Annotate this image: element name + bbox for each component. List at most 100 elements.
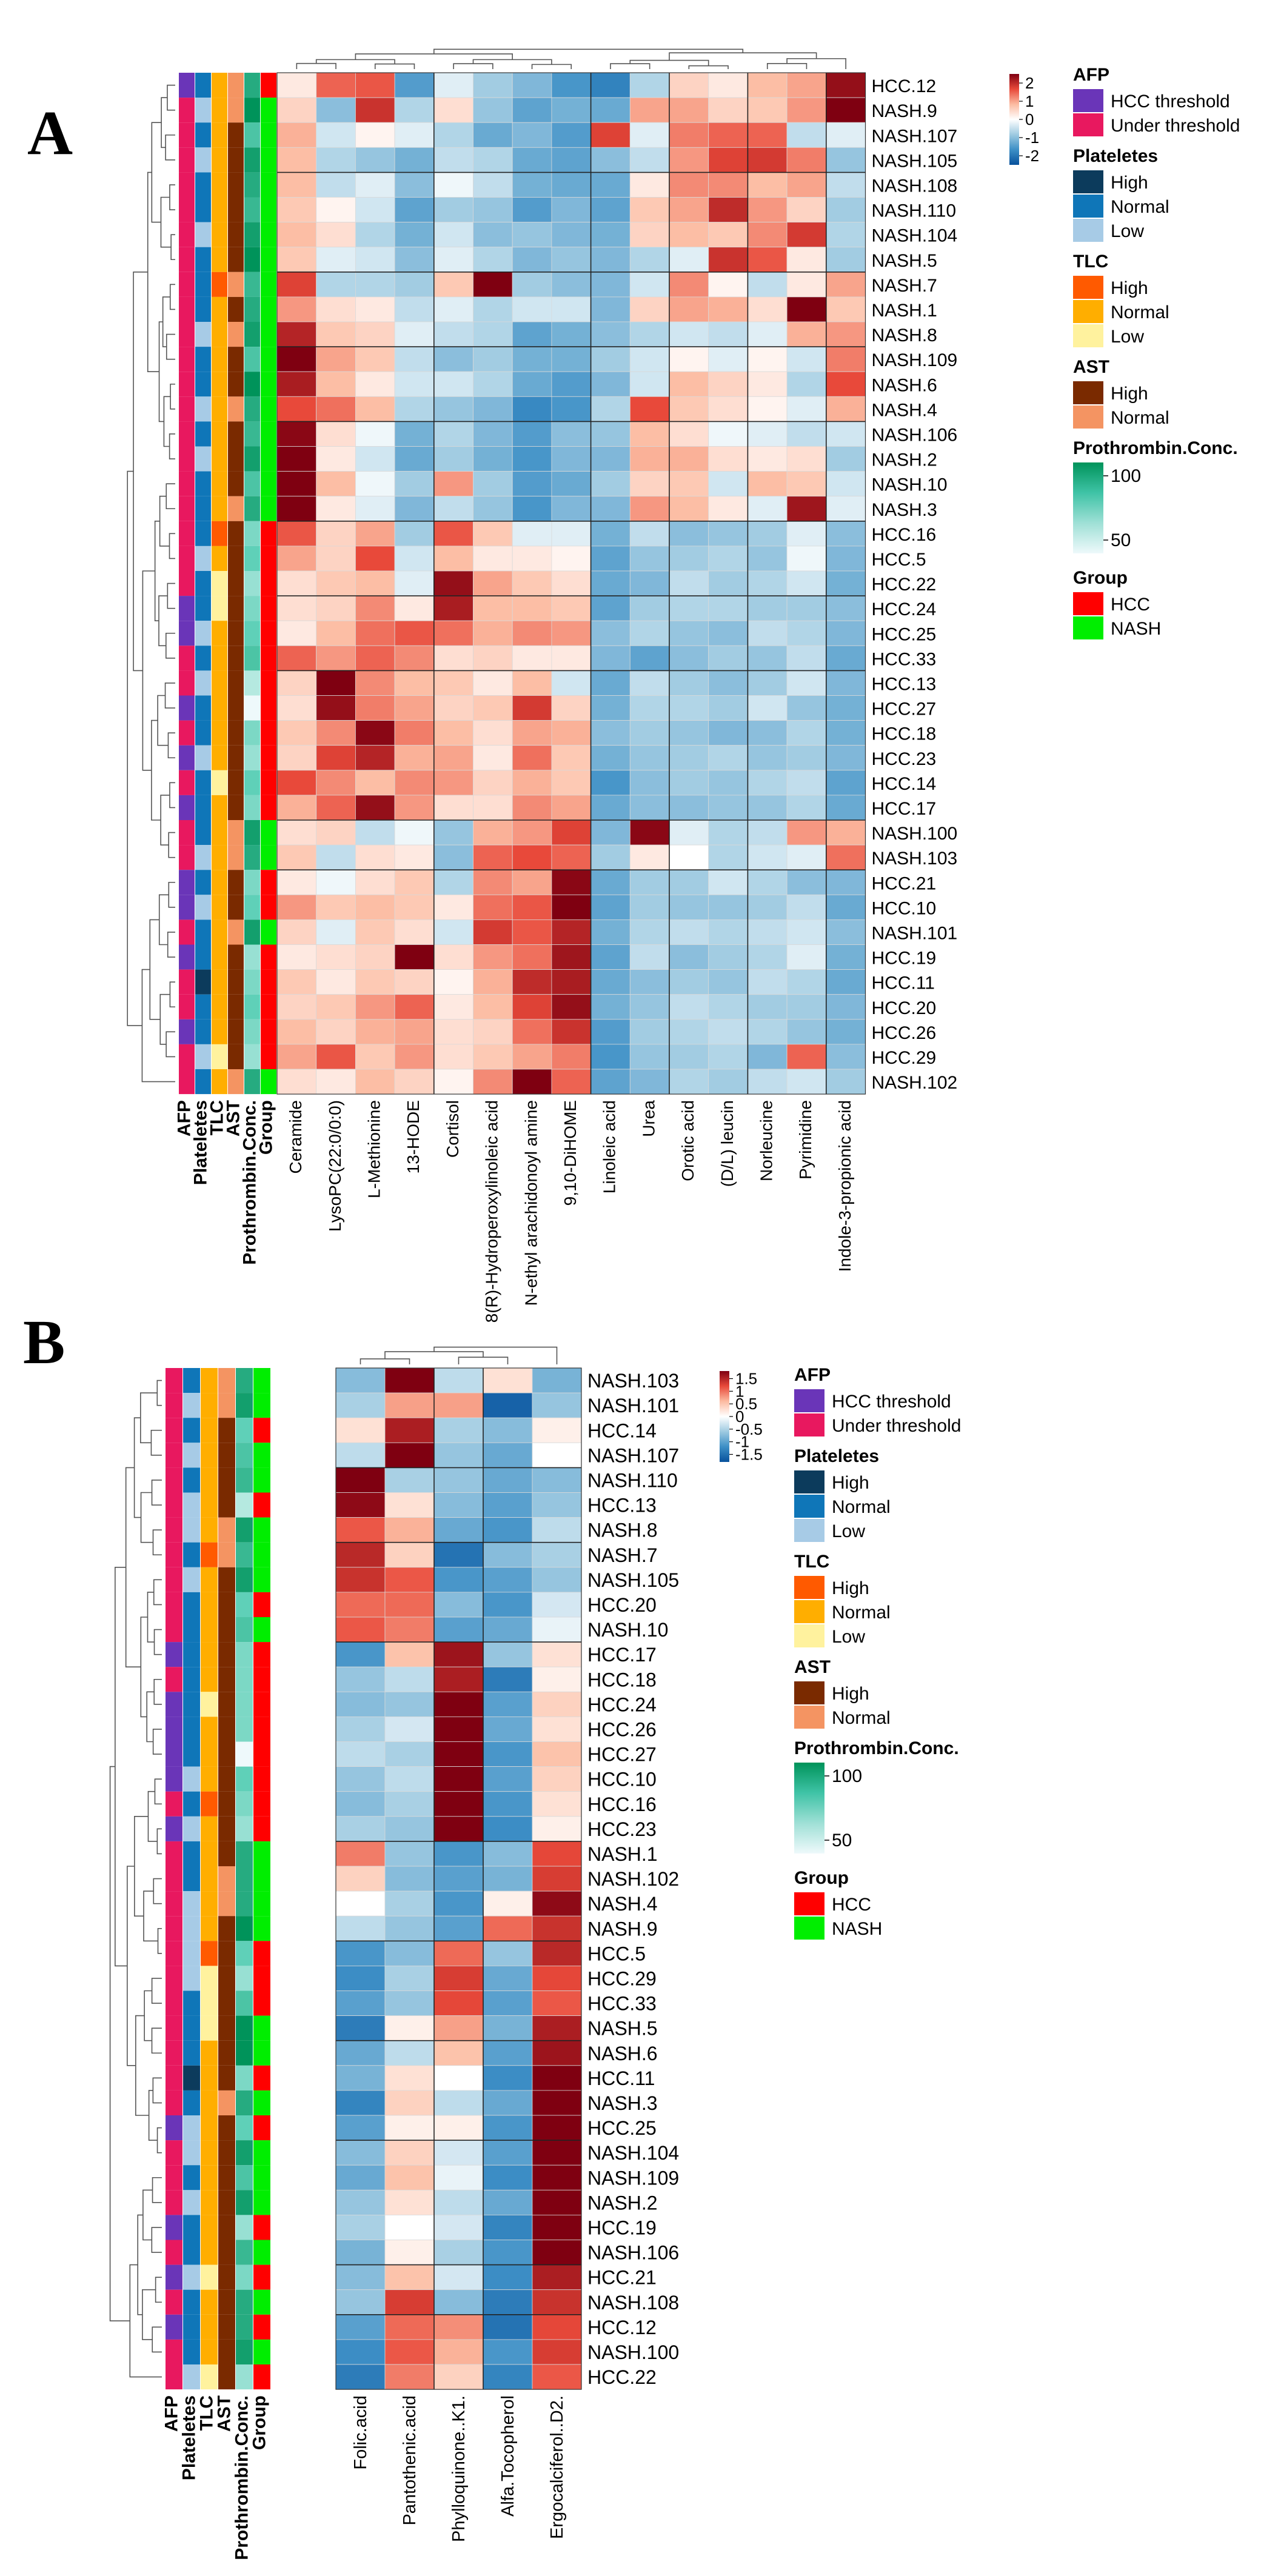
color-scale-tick-label: 1.5 (735, 1370, 757, 1388)
heatmap-cell (276, 496, 317, 522)
row-label: HCC.22 (872, 575, 937, 595)
annotation-cell-plateletes (195, 720, 211, 746)
annotation-cell-group (253, 1418, 270, 1443)
annotation-cell-group (253, 1866, 270, 1892)
annotation-cell-ast (228, 1069, 244, 1095)
heatmap-cell (532, 2314, 582, 2340)
heatmap-cell (394, 72, 435, 98)
annotation-cell-group (253, 2215, 270, 2240)
heatmap-cell (669, 296, 709, 322)
heatmap-cell (590, 770, 630, 796)
heatmap-cell (748, 770, 788, 796)
heatmap-cell (532, 2339, 582, 2365)
row-dendrogram-branch (115, 1567, 127, 1967)
color-scale-tick-label: 0 (735, 1407, 744, 1426)
row-dendrogram-branch (151, 2027, 162, 2054)
heatmap-cell (384, 2015, 435, 2041)
annotation-cell-prothrombin-conc (244, 770, 260, 795)
heatmap-cell (316, 645, 356, 671)
heatmap-cell (669, 496, 709, 522)
heatmap-cell (512, 247, 552, 273)
annotation-cell-afp (179, 571, 195, 596)
heatmap-cell (669, 869, 709, 895)
annotation-cell-afp (166, 1492, 182, 1518)
annotation-cell-group (261, 646, 276, 671)
column-label: 8(R)-Hydroperoxylinoleic acid (483, 1100, 501, 1323)
annotation-cell-plateletes (183, 2215, 200, 2240)
heatmap-cell (748, 869, 788, 895)
heatmap-cell (355, 296, 395, 322)
heatmap-cell (532, 2115, 582, 2141)
annotation-cell-group (253, 1368, 270, 1393)
heatmap-cell (394, 969, 435, 995)
annotation-cell-group (253, 1667, 270, 1692)
annotation-cell-tlc (201, 1667, 218, 1692)
heatmap-cell (483, 2040, 533, 2066)
heatmap-cell (433, 2015, 484, 2041)
heatmap-cell (394, 172, 435, 198)
annotation-cell-tlc (201, 1692, 218, 1717)
annotation-cell-afp (166, 1717, 182, 1742)
heatmap-cell (748, 222, 788, 248)
annotation-cell-ast (228, 172, 244, 198)
heatmap-cell (669, 720, 709, 746)
column-dendrogram-branch (355, 53, 513, 60)
heatmap-cell (590, 247, 630, 273)
heatmap-cell (394, 122, 435, 148)
legend-label-ast-normal: Normal (832, 1708, 891, 1728)
heatmap-cell (748, 471, 788, 497)
heatmap-cell (590, 745, 630, 771)
legend-label-plateletes-high: High (1111, 173, 1148, 193)
heatmap-cell (473, 570, 513, 596)
legend-title-afp: AFP (1073, 65, 1109, 85)
annotation-cell-plateletes (183, 1791, 200, 1817)
row-label: NASH.107 (872, 126, 958, 146)
heatmap-cell (512, 371, 552, 397)
heatmap-cell (384, 2115, 435, 2141)
heatmap-cell (512, 695, 552, 721)
heatmap-cell (786, 969, 827, 995)
heatmap-cell (532, 1766, 582, 1792)
heatmap-cell (355, 994, 395, 1020)
row-dendrogram-branch (152, 2177, 162, 2203)
heatmap-cell (483, 1691, 533, 1717)
annotation-cell-afp (179, 1044, 195, 1069)
annotation-cell-plateletes (183, 1816, 200, 1841)
heatmap-cell (394, 97, 435, 123)
row-label: NASH.104 (587, 2142, 679, 2164)
annotation-cell-group (261, 1019, 276, 1044)
heatmap-cell (786, 645, 827, 671)
annotation-cell-plateletes (183, 2289, 200, 2315)
heatmap-cell (786, 745, 827, 771)
heatmap-cell (708, 72, 748, 98)
annotation-cell-tlc (201, 2140, 218, 2166)
heatmap-cell (276, 1044, 317, 1070)
heatmap-cell (826, 272, 866, 298)
heatmap-cell (394, 321, 435, 347)
row-dendrogram-branch (168, 881, 175, 908)
annotation-axis-label-plateletes: Plateletes (179, 2395, 199, 2480)
annotation-cell-afp (166, 2090, 182, 2115)
annotation-cell-ast (218, 1741, 235, 1767)
heatmap-cell (708, 446, 748, 472)
annotation-cell-prothrombin-conc (244, 845, 260, 870)
annotation-axis-label-afp: AFP (174, 1100, 194, 1136)
heatmap-cell (748, 994, 788, 1020)
annotation-cell-group (253, 1642, 270, 1667)
annotation-cell-plateletes (183, 2339, 200, 2364)
heatmap-cell (335, 2339, 386, 2365)
annotation-cell-plateletes (195, 820, 211, 846)
heatmap-cell (786, 421, 827, 447)
heatmap-cell (590, 446, 630, 472)
annotation-cell-afp (166, 2289, 182, 2315)
annotation-axis-label-ast: AST (223, 1100, 243, 1136)
column-label: LysoPC(22:0/0:0) (326, 1100, 344, 1232)
annotation-cell-tlc (212, 222, 227, 247)
heatmap-cell (748, 720, 788, 746)
heatmap-cell (669, 795, 709, 821)
annotation-cell-ast (218, 1443, 235, 1468)
annotation-cell-prothrombin-conc (236, 1393, 253, 1418)
heatmap-cell (316, 969, 356, 995)
heatmap-cell (433, 1019, 473, 1045)
